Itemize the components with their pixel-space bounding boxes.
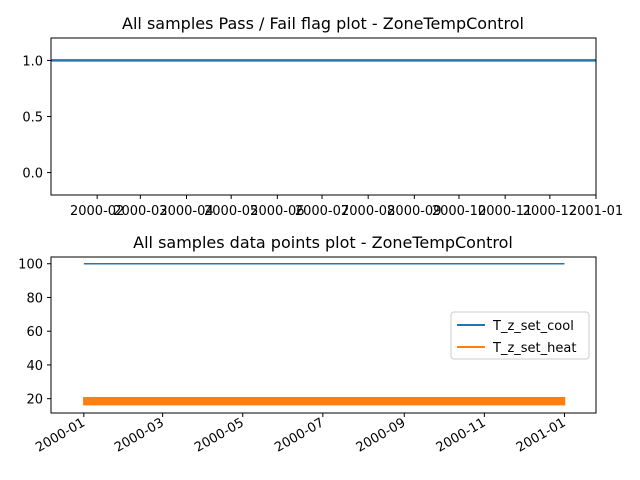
x-tick-label: 2000-02 (70, 204, 124, 219)
x-tick-label: 2001-01 (569, 204, 623, 219)
chart-pass-fail: All samples Pass / Fail flag plot - Zone… (22, 14, 623, 219)
x-tick-label: 2000-12 (523, 204, 577, 219)
x-tick-label: 2000-03 (113, 204, 167, 219)
y-tick-label: 40 (26, 359, 43, 374)
y-tick-label: 20 (26, 393, 43, 408)
x-tick-label: 2001-01 (514, 415, 569, 455)
legend: T_z_set_cool T_z_set_heat (450, 311, 590, 360)
chart-data-points: All samples data points plot - ZoneTempC… (18, 233, 597, 456)
x-tick-label: 2000-11 (434, 415, 489, 455)
x-axis-ticks: 2000-022000-032000-042000-052000-062000-… (70, 195, 623, 219)
x-tick-label: 2000-10 (432, 204, 486, 219)
legend-label: T_z_set_heat (492, 341, 576, 356)
x-tick-label: 2000-03 (112, 415, 167, 455)
x-tick-label: 2000-11 (478, 204, 532, 219)
legend-box (450, 311, 590, 360)
x-tick-label: 2000-04 (159, 204, 213, 219)
y-tick-label: 1.0 (22, 54, 43, 69)
chart-title: All samples Pass / Fail flag plot - Zone… (122, 14, 524, 33)
y-tick-label: 60 (26, 325, 43, 340)
axes-frame (50, 256, 597, 414)
y-tick-label: 100 (18, 258, 43, 273)
x-tick-label: 2000-08 (341, 204, 395, 219)
legend-label: T_z_set_cool (492, 319, 574, 334)
y-axis-ticks: 20 40 60 80 100 (18, 258, 51, 408)
x-tick-label: 2000-05 (204, 204, 258, 219)
chart-title: All samples data points plot - ZoneTempC… (133, 233, 513, 252)
y-tick-label: 80 (26, 291, 43, 306)
x-tick-label: 2000-09 (354, 415, 409, 455)
y-tick-label: 0.5 (22, 111, 43, 126)
series-band-1 (83, 396, 565, 406)
x-tick-label: 2000-06 (250, 204, 304, 219)
x-tick-label: 2000-07 (295, 204, 349, 219)
x-tick-label: 2000-09 (387, 204, 441, 219)
x-tick-label: 2000-01 (33, 415, 88, 455)
plot-area (83, 262, 566, 406)
axes-frame (50, 37, 597, 196)
x-tick-label: 2000-07 (272, 415, 327, 455)
x-tick-label: 2000-05 (192, 415, 247, 455)
y-tick-label: 0.0 (22, 167, 43, 182)
y-axis-ticks: 0.0 0.5 1.0 (22, 54, 51, 182)
x-axis-ticks: 2000-01 2000-03 2000-05 2000-07 2000-09 2000-… (33, 413, 568, 456)
